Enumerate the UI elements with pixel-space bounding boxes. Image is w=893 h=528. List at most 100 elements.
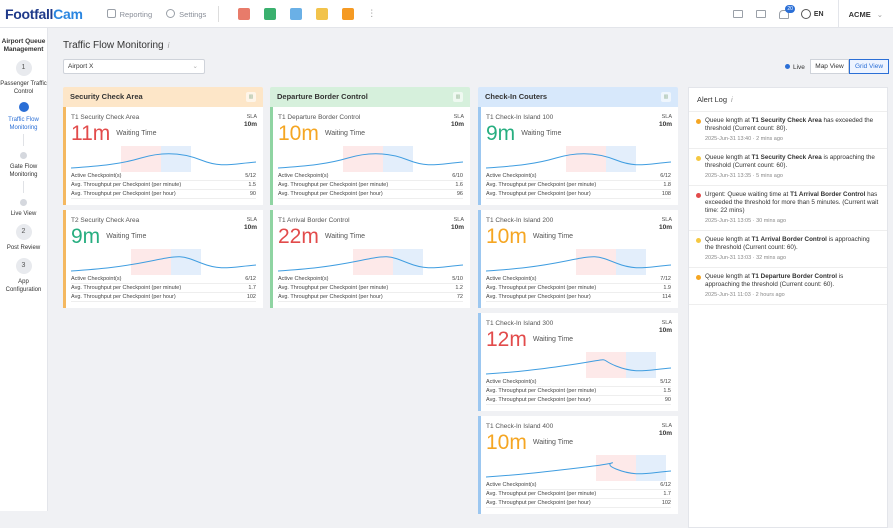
active-checkpoints: 6/12 (660, 482, 671, 489)
throughput-per-minute: 1.5 (248, 182, 256, 189)
waiting-sparkline (486, 249, 671, 276)
sla-badge: SLA 10m (658, 423, 672, 437)
account-menu[interactable]: ACME ⌄ (837, 0, 893, 28)
throughput-per-hour: 96 (456, 191, 463, 198)
queue-card[interactable]: T1 Check-In Island 200 SLA 10m 10m Waiting… (478, 210, 678, 308)
waiting-time-value: 9m (486, 122, 516, 145)
page-title: Traffic Flow Monitoring i (63, 40, 170, 51)
waiting-sparkline (486, 146, 671, 173)
alert-status-dot (696, 193, 701, 198)
chat-icon[interactable] (755, 10, 766, 18)
throughput-per-hour: 108 (661, 191, 671, 198)
alert-item[interactable]: Queue length at T1 Departure Border Cont… (689, 268, 887, 305)
queue-card[interactable]: T2 Security Check Area SLA 10m 9m Waiting … (63, 210, 263, 308)
sidebar-item-live-view[interactable]: Live View (10, 211, 37, 217)
throughput-per-hour: 90 (664, 397, 671, 404)
globe-icon[interactable] (800, 9, 811, 19)
alert-timestamp: 2025-Jun-31 13:03 · 32 mins ago (705, 255, 787, 261)
alert-status-dot (696, 156, 701, 161)
calendar-tool-icon[interactable] (264, 7, 277, 20)
alert-tool-icon[interactable] (342, 7, 355, 20)
flow-tool-icon[interactable] (290, 7, 303, 20)
column-2: Check-In Couters ▥ T1 Check-In Island 100… (478, 87, 678, 519)
airport-select[interactable]: Airport X ⌄ (63, 59, 205, 74)
sla-badge: SLA 10m (658, 320, 672, 334)
info-icon[interactable]: i (731, 95, 733, 104)
waiting-time-label: Waiting Time (532, 439, 574, 447)
waiting-time-value: 10m (486, 431, 527, 454)
queue-card[interactable]: T1 Arrival Border Control SLA 10m 22m Wait… (270, 210, 470, 308)
alert-item[interactable]: Urgent: Queue waiting time at T1 Arrival… (689, 186, 887, 231)
sidebar-item-traffic-flow[interactable]: Traffic Flow Monitoring (8, 117, 39, 131)
active-checkpoints: 6/10 (452, 173, 463, 180)
card-title: T1 Arrival Border Control (278, 217, 350, 224)
sidebar-item-gate-flow[interactable]: Gate Flow Monitoring (9, 164, 38, 178)
card-title: T1 Departure Border Control (278, 114, 361, 121)
alert-item[interactable]: Queue length at T1 Arrival Border Contro… (689, 231, 887, 268)
step-dot (20, 152, 27, 159)
step-number: 3 (15, 258, 32, 274)
alert-status-dot (696, 238, 701, 243)
sla-badge: SLA 10m (450, 217, 464, 231)
settings-link[interactable]: Settings (166, 8, 206, 19)
waiting-time-value: 10m (278, 122, 319, 145)
chart-icon[interactable]: ▥ (453, 92, 463, 102)
alert-item[interactable]: Queue length at T1 Security Check Area i… (689, 149, 887, 186)
screen-icon[interactable] (732, 10, 743, 18)
queue-card[interactable]: T1 Departure Border Control SLA 10m 10m Wa… (270, 107, 470, 205)
throughput-per-hour: 102 (246, 294, 256, 301)
sidebar-item-post-review[interactable]: Post Review (6, 245, 41, 251)
step-number: 2 (15, 224, 32, 240)
step-dot-active (18, 102, 29, 112)
waiting-sparkline (71, 249, 256, 276)
throughput-per-minute: 1.9 (663, 285, 671, 292)
chevron-down-icon: ⌄ (876, 9, 883, 19)
throughput-per-minute: 1.6 (455, 182, 463, 189)
queue-card[interactable]: T1 Check-In Island 300 SLA 10m 12m Waiting… (478, 313, 678, 411)
live-toggle[interactable]: Live (785, 64, 805, 71)
alert-item[interactable]: Queue length at T1 Security Check Area h… (689, 112, 887, 149)
queue-card[interactable]: T1 Check-In Island 400 SLA 10m 10m Waiting… (478, 416, 678, 514)
language-select[interactable]: EN (813, 10, 824, 18)
more-icon[interactable]: ⋮ (367, 8, 377, 18)
info-icon[interactable]: i (167, 41, 170, 50)
bell-icon[interactable]: 20 (778, 4, 795, 19)
alert-timestamp: 2025-Jun-31 13:40 · 2 mins ago (705, 136, 783, 142)
queue-card[interactable]: T1 Security Check Area SLA 10m 11m Waiting… (63, 107, 263, 205)
people-tool-icon[interactable] (238, 7, 251, 20)
sidebar-item-app-configuration[interactable]: App Configuration (5, 279, 42, 293)
sla-badge: SLA 10m (658, 114, 672, 128)
main-content: Traffic Flow Monitoring i Airport X ⌄ Live… (48, 28, 893, 528)
sla-badge: SLA 10m (658, 217, 672, 231)
throughput-per-minute: 1.5 (663, 388, 671, 395)
map-view-button[interactable]: Map View (810, 59, 849, 74)
waiting-time-label: Waiting Time (521, 130, 562, 138)
throughput-per-minute: 1.2 (455, 285, 463, 292)
chart-icon[interactable]: ▥ (661, 92, 671, 102)
sla-badge: SLA 10m (243, 217, 257, 231)
waiting-time-value: 9m (71, 225, 101, 248)
waiting-sparkline (71, 146, 256, 173)
card-title: T2 Security Check Area (71, 217, 140, 224)
chart-icon[interactable]: ▥ (246, 92, 256, 102)
grid-view-button[interactable]: Grid View (849, 59, 889, 74)
queue-card[interactable]: T1 Check-In Island 100 SLA 10m 9m Waiting … (478, 107, 678, 205)
waiting-time-label: Waiting Time (532, 336, 574, 344)
alert-status-dot (696, 119, 701, 124)
throughput-per-hour: 114 (662, 294, 671, 301)
waiting-time-label: Waiting Time (324, 130, 366, 138)
alert-log-panel: Alert Log i Queue length at T1 Security C… (688, 87, 888, 528)
weather-tool-icon[interactable] (316, 7, 329, 20)
waiting-time-label: Waiting Time (106, 233, 147, 241)
reporting-link[interactable]: Reporting (106, 8, 152, 19)
waiting-sparkline (486, 455, 671, 482)
gear-icon (166, 8, 176, 18)
waiting-time-value: 12m (486, 328, 527, 351)
throughput-per-hour: 72 (456, 294, 463, 301)
notification-count: 20 (785, 4, 795, 13)
sidebar-item-passenger-traffic[interactable]: Passenger Traffic Control (0, 81, 47, 95)
card-title: T1 Check-In Island 200 (486, 217, 554, 224)
logo[interactable]: FootfallCam (5, 5, 83, 22)
step-dot (20, 199, 27, 206)
waiting-sparkline (486, 352, 671, 379)
